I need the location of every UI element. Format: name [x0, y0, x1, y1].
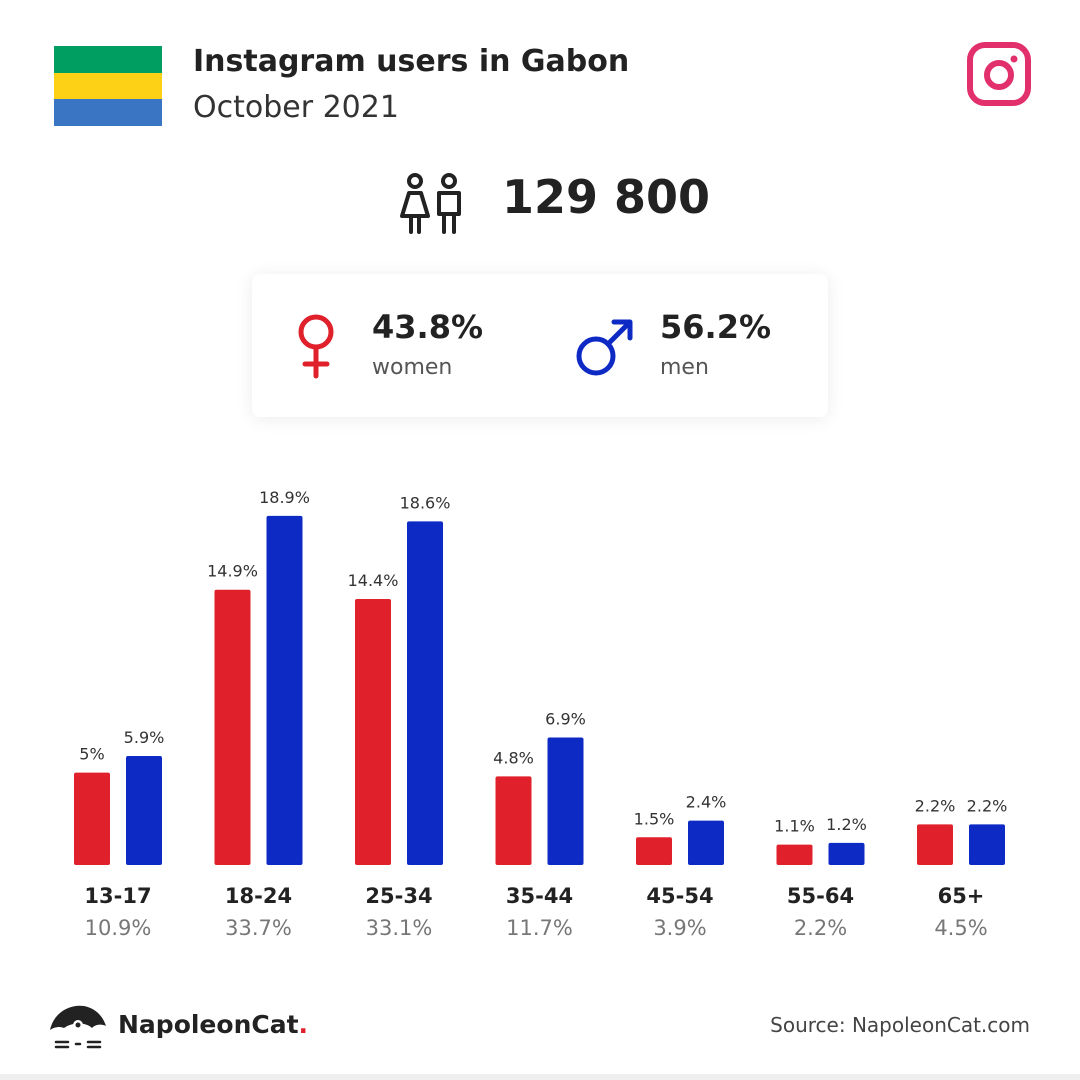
female-icon	[298, 314, 334, 379]
bar-25-34-men	[407, 521, 443, 865]
source-credit: Source: NapoleonCat.com	[770, 1013, 1030, 1037]
total-users: 129 800	[502, 170, 711, 224]
flag-stripe-blue	[54, 99, 162, 126]
data-label-18-24-women: 14.9%	[207, 562, 258, 581]
gender-split-card: 43.8% women 56.2% men	[252, 274, 828, 417]
napoleoncat-logo-icon	[50, 1005, 106, 1049]
age-share-18-24: 33.7%	[225, 916, 292, 940]
data-label-45-54-men: 2.4%	[686, 793, 727, 812]
women-label: women	[372, 355, 453, 380]
bottom-strip	[0, 1074, 1080, 1080]
age-share-55-64: 2.2%	[793, 916, 848, 940]
bar-35-44-men	[547, 737, 584, 865]
bar-55-64-men	[828, 842, 865, 865]
age-label-65+: 65+	[937, 884, 985, 908]
bar-45-54-women	[636, 837, 672, 865]
bar-35-44-women	[495, 776, 532, 865]
men-label: men	[660, 355, 709, 380]
age-gender-bar-chart: 5% 5.9% 14.9% 18.9% 14.4% 18.6% 4.8% 6.9% 1.5% 2.…	[74, 488, 1008, 865]
data-label-65+-men: 2.2%	[967, 796, 1008, 815]
age-label-45-54: 45-54	[646, 884, 714, 908]
age-share-25-34: 33.1%	[365, 916, 433, 940]
data-label-18-24-men: 18.9%	[259, 488, 310, 507]
brand-dot: .	[298, 1010, 309, 1039]
age-share-65+: 4.5%	[934, 916, 988, 940]
age-label-25-34: 25-34	[365, 884, 433, 908]
instagram-icon	[967, 42, 1031, 106]
data-label-65+-women: 2.2%	[915, 796, 956, 815]
bar-13-17-women	[74, 772, 110, 865]
bar-18-24-men	[266, 515, 303, 865]
bar-65+-women	[917, 824, 953, 865]
age-share-13-17: 10.9%	[84, 916, 152, 940]
people-icon	[400, 173, 461, 234]
data-label-13-17-men: 5.9%	[124, 728, 165, 747]
women-percentage: 43.8%	[372, 308, 484, 346]
male-icon	[576, 319, 633, 376]
flag-stripe-yellow	[54, 72, 162, 100]
age-share-45-54: 3.9%	[653, 916, 707, 940]
age-label-55-64: 55-64	[786, 884, 855, 908]
page-title: Instagram users in Gabon	[193, 44, 630, 79]
bar-13-17-men	[126, 756, 162, 865]
age-label-18-24: 18-24	[224, 884, 293, 908]
age-label-13-17: 13-17	[84, 884, 152, 908]
gabon-flag-icon	[54, 46, 162, 126]
men-percentage: 56.2%	[660, 308, 772, 346]
age-share-35-44: 11.7%	[506, 916, 573, 940]
page-subtitle: October 2021	[193, 90, 399, 125]
data-label-55-64-women: 1.1%	[774, 817, 815, 836]
data-label-45-54-women: 1.5%	[634, 809, 675, 828]
data-label-25-34-men: 18.6%	[400, 493, 451, 512]
age-label-35-44: 35-44	[505, 884, 574, 908]
data-label-35-44-men: 6.9%	[545, 710, 586, 729]
bar-25-34-women	[355, 598, 391, 865]
data-label-13-17-women: 5%	[79, 745, 104, 764]
data-label-25-34-women: 14.4%	[348, 571, 399, 590]
bar-45-54-men	[688, 820, 724, 865]
bar-55-64-women	[776, 844, 813, 865]
brand-name: NapoleonCat	[118, 1010, 299, 1039]
data-label-55-64-men: 1.2%	[826, 815, 867, 834]
napoleoncat-logo-text: NapoleonCat.	[118, 1010, 308, 1039]
bar-65+-men	[969, 824, 1005, 865]
bar-18-24-women	[214, 589, 251, 865]
data-label-35-44-women: 4.8%	[493, 748, 534, 767]
flag-stripe-green	[54, 46, 162, 73]
